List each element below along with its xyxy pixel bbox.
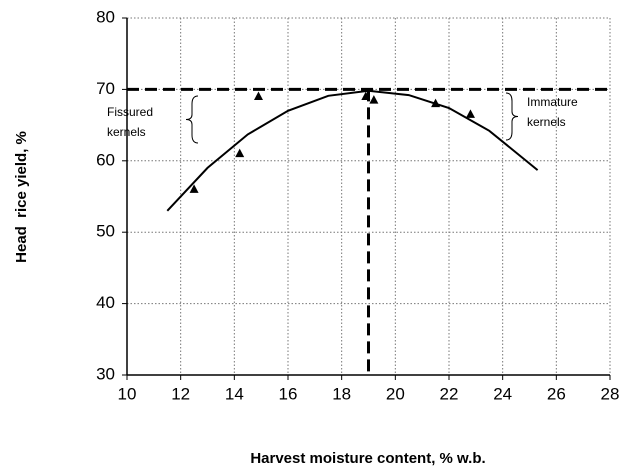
- data-point: [189, 184, 199, 193]
- y-tick-label: 30: [96, 364, 115, 383]
- data-point: [369, 95, 379, 104]
- y-tick-label: 80: [96, 7, 115, 26]
- annotation-text: Immature: [527, 95, 578, 109]
- x-tick-label: 20: [386, 384, 405, 403]
- y-tick-label: 50: [96, 222, 115, 241]
- x-tick-label: 16: [279, 384, 298, 403]
- brace: [505, 92, 519, 141]
- x-tick-label: 26: [547, 384, 566, 403]
- x-tick-label: 18: [332, 384, 351, 403]
- data-point: [361, 91, 371, 101]
- annotation-text: kernels: [527, 115, 566, 129]
- x-tick-label: 24: [493, 384, 512, 403]
- y-tick-label: 40: [96, 293, 115, 312]
- data-point: [235, 148, 245, 158]
- data-point: [253, 91, 263, 101]
- y-tick-label: 60: [96, 150, 115, 169]
- data-point: [465, 109, 475, 118]
- x-tick-label: 10: [118, 384, 137, 403]
- fit-curve: [166, 89, 539, 212]
- x-tick-label: 12: [171, 384, 190, 403]
- annotation-text: Fissured: [107, 105, 153, 119]
- brace: [185, 95, 199, 144]
- y-tick-label: 70: [96, 79, 115, 98]
- annotation-text: kernels: [107, 125, 146, 139]
- x-tick-label: 28: [601, 384, 620, 403]
- x-axis-label: Harvest moisture content, % w.b.: [250, 450, 485, 467]
- y-axis-label: Head rice yield, %: [13, 131, 30, 263]
- x-tick-label: 22: [440, 384, 459, 403]
- x-tick-label: 14: [225, 384, 244, 403]
